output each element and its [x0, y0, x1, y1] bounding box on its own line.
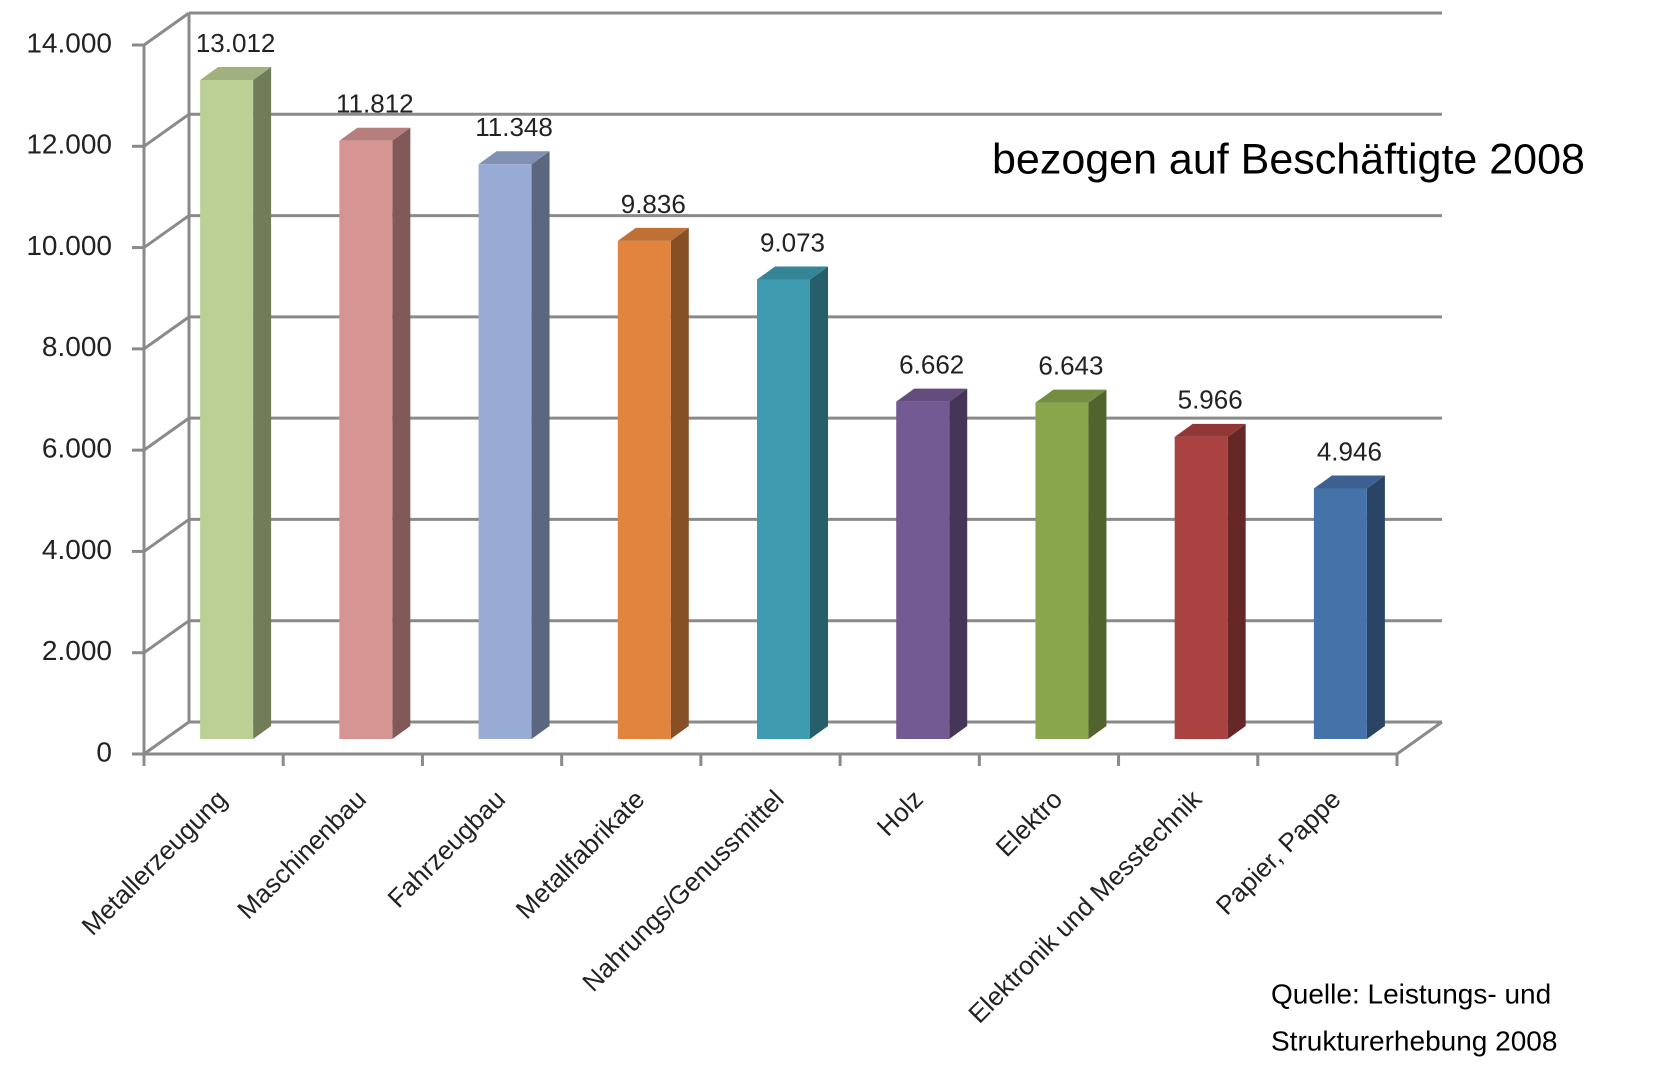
- x-tick-label: Metallfabrikate: [510, 784, 651, 925]
- value-label: 5.966: [1178, 385, 1243, 415]
- value-label: 9.073: [760, 227, 825, 257]
- bar-side: [1366, 475, 1385, 739]
- source-line: Strukturerhebung 2008: [1271, 1025, 1557, 1056]
- source-line: Quelle: Leistungs- und: [1271, 978, 1551, 1009]
- side-grid-line: [143, 214, 190, 249]
- x-tick-label: Elektro: [990, 784, 1068, 862]
- bar-top: [200, 67, 272, 81]
- bar-top: [1035, 389, 1107, 403]
- value-label: 6.662: [899, 349, 964, 379]
- bar: [1035, 402, 1089, 739]
- side-grid-line: [143, 113, 190, 148]
- bar-side: [253, 67, 272, 739]
- bar-top: [1313, 475, 1385, 489]
- x-tick-label: Metallerzeugung: [76, 784, 233, 941]
- bar: [617, 240, 671, 739]
- bar-top: [757, 266, 828, 280]
- value-label: 9.836: [621, 189, 686, 219]
- y-tick-label: 14.000: [26, 27, 112, 58]
- y-tick-label: 8.000: [42, 331, 112, 362]
- x-tick-label: Holz: [871, 784, 929, 842]
- bar-side: [670, 227, 689, 739]
- bar: [896, 401, 950, 739]
- x-tick-label: Fahrzeugbau: [382, 784, 512, 914]
- value-label: 11.812: [336, 89, 414, 119]
- value-label: 13.012: [196, 28, 276, 58]
- y-tick-label: 12.000: [26, 129, 112, 160]
- floor-right-edge: [1396, 720, 1443, 756]
- bar-top: [617, 227, 689, 241]
- bar-side: [1088, 389, 1107, 739]
- x-tick-label: Maschinenbau: [231, 784, 372, 925]
- y-tick-label: 10.000: [26, 230, 112, 261]
- bar-top: [339, 127, 411, 141]
- side-grid-line: [143, 315, 190, 351]
- bar: [200, 80, 254, 739]
- x-tick-label: Elektronik und Messtechnik: [962, 783, 1208, 1029]
- value-label: 11.348: [475, 112, 553, 142]
- bar-side: [810, 266, 828, 739]
- bar-top: [896, 388, 968, 402]
- bar: [339, 140, 393, 739]
- y-tick-label: 4.000: [42, 534, 112, 565]
- bar-side: [949, 388, 968, 739]
- bar: [1313, 488, 1367, 739]
- bar: [1174, 436, 1228, 739]
- y-tick-label: 2.000: [42, 635, 112, 666]
- bar-top: [478, 151, 550, 165]
- bar-side: [531, 151, 550, 739]
- side-grid-line: [143, 619, 190, 654]
- value-label: 4.946: [1317, 436, 1382, 466]
- bar-side: [392, 127, 411, 739]
- x-tick-label: Papier, Pappe: [1210, 784, 1347, 921]
- side-grid-line: [143, 11, 190, 47]
- bar-side: [1227, 423, 1246, 739]
- annotation: bezogen auf Beschäftigte 2008: [992, 135, 1585, 183]
- side-grid-line: [143, 518, 190, 553]
- value-label: 6.643: [1038, 350, 1103, 380]
- bar-top: [1174, 423, 1246, 437]
- side-grid-line: [143, 416, 190, 452]
- side-grid-line: [143, 720, 190, 756]
- bar: [478, 164, 532, 739]
- bar: [757, 279, 810, 739]
- y-tick-label: 0: [96, 736, 112, 767]
- y-tick-label: 6.000: [42, 433, 112, 464]
